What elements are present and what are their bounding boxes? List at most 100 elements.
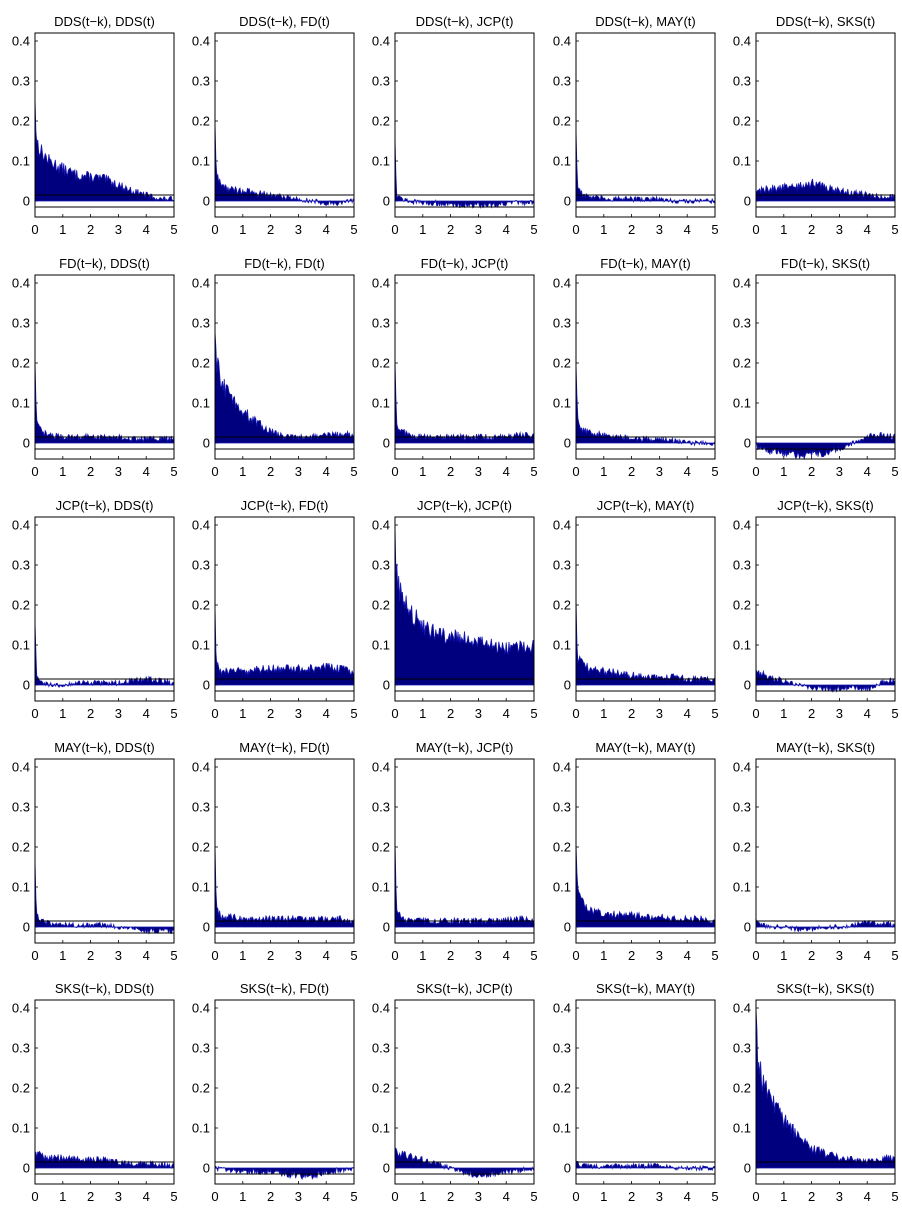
y-tick-label: 0	[203, 678, 210, 693]
plot-frame	[575, 516, 716, 702]
y-tick-label: 0	[383, 436, 390, 451]
x-tick-label: 0	[211, 222, 218, 237]
y-tick-label: 0	[23, 1161, 30, 1176]
y-tick-label: 0.1	[372, 638, 390, 653]
y-tick-label: 0.3	[12, 316, 30, 331]
plot-frame	[34, 274, 175, 460]
y-tick-label: 0.1	[192, 396, 210, 411]
subplot: JCP(t−k), MAY(t) 0.4 0.3 0.2 0.1 00 1 2 3 4 5	[553, 498, 719, 721]
y-tick-label: 0.3	[553, 74, 571, 89]
subplot-title: JCP(t−k), SKS(t)	[777, 498, 873, 513]
y-tick-label: 0.2	[733, 356, 751, 371]
x-tick-label: 4	[323, 706, 330, 721]
x-tick-label: 2	[87, 464, 94, 479]
subplot: SKS(t−k), JCP(t) 0.4 0.3 0.2 0.1 00 1 2 3 4 5	[372, 981, 538, 1204]
y-tick-label: 0.1	[192, 638, 210, 653]
x-tick-label: 5	[711, 1189, 718, 1204]
y-tick-label: 0.2	[12, 840, 30, 855]
x-tick-label: 1	[419, 948, 426, 963]
y-tick-label: 0.4	[553, 760, 571, 775]
x-tick-label: 1	[780, 222, 787, 237]
x-tick-label: 4	[864, 948, 871, 963]
y-tick-label: 0.4	[12, 1001, 30, 1016]
y-tick-label: 0.4	[553, 518, 571, 533]
x-tick-label: 0	[391, 948, 398, 963]
x-tick-label: 1	[600, 1189, 607, 1204]
x-tick-label: 4	[503, 222, 510, 237]
x-tick-label: 1	[600, 464, 607, 479]
x-tick-label: 1	[59, 948, 66, 963]
x-tick-label: 4	[864, 222, 871, 237]
y-tick-label: 0	[564, 436, 571, 451]
subplot: DDS(t−k), FD(t) 0.4 0.3 0.2 0.1 00 1 2 3 4 5	[192, 14, 358, 237]
y-tick-label: 0.1	[372, 880, 390, 895]
x-tick-label: 2	[267, 948, 274, 963]
y-tick-label: 0.2	[733, 840, 751, 855]
subplot: FD(t−k), JCP(t) 0.4 0.3 0.2 0.1 00 1 2 3 4 5	[372, 256, 538, 479]
x-tick-label: 0	[31, 706, 38, 721]
x-tick-label: 5	[350, 1189, 357, 1204]
x-tick-label: 2	[447, 706, 454, 721]
correlation-area	[755, 668, 896, 693]
y-tick-label: 0.4	[733, 34, 751, 49]
x-tick-label: 0	[211, 706, 218, 721]
y-tick-label: 0	[383, 678, 390, 693]
plot-frame	[214, 516, 355, 702]
correlation-area	[755, 178, 896, 202]
x-tick-label: 5	[891, 464, 898, 479]
subplot: SKS(t−k), FD(t) 0.4 0.3 0.2 0.1 00 1 2 3 4 5	[192, 981, 358, 1204]
x-tick-label: 1	[419, 222, 426, 237]
y-tick-label: 0.4	[192, 34, 210, 49]
x-tick-label: 2	[267, 464, 274, 479]
plot-frame	[755, 516, 896, 702]
subplot-title: FD(t−k), FD(t)	[244, 256, 325, 271]
x-tick-label: 4	[323, 948, 330, 963]
y-tick-label: 0.2	[192, 356, 210, 371]
x-tick-label: 5	[530, 464, 537, 479]
x-tick-label: 5	[891, 1189, 898, 1204]
x-tick-label: 1	[239, 1189, 246, 1204]
plot-frame	[575, 32, 716, 218]
x-tick-label: 2	[87, 706, 94, 721]
y-tick-label: 0.4	[553, 1001, 571, 1016]
x-tick-label: 2	[267, 1189, 274, 1204]
x-tick-label: 2	[447, 948, 454, 963]
subplot: FD(t−k), SKS(t) 0.4 0.3 0.2 0.1 00 1 2 3 4 5	[733, 256, 899, 479]
x-tick-label: 5	[350, 948, 357, 963]
x-tick-label: 3	[836, 1189, 843, 1204]
x-tick-label: 0	[211, 464, 218, 479]
x-tick-label: 2	[808, 1189, 815, 1204]
y-tick-label: 0.4	[12, 760, 30, 775]
x-tick-label: 0	[391, 706, 398, 721]
subplot: MAY(t−k), JCP(t) 0.4 0.3 0.2 0.1 00 1 2 3 4 5	[372, 740, 538, 963]
y-tick-label: 0.4	[372, 518, 390, 533]
x-tick-label: 1	[780, 464, 787, 479]
subplot-title: DDS(t−k), MAY(t)	[595, 14, 696, 29]
x-tick-label: 4	[323, 464, 330, 479]
plot-frame	[214, 32, 355, 218]
x-tick-label: 0	[391, 1189, 398, 1204]
y-tick-label: 0.2	[372, 356, 390, 371]
subplot: JCP(t−k), DDS(t) 0.4 0.3 0.2 0.1 00 1 2 3 4 5	[12, 498, 178, 721]
y-tick-label: 0.3	[733, 558, 751, 573]
subplot-title: SKS(t−k), JCP(t)	[416, 981, 512, 996]
y-tick-label: 0.1	[733, 154, 751, 169]
correlation-area	[34, 358, 175, 444]
x-tick-label: 5	[530, 222, 537, 237]
y-tick-label: 0.4	[733, 760, 751, 775]
y-tick-label: 0	[23, 678, 30, 693]
y-tick-label: 0.3	[12, 800, 30, 815]
x-tick-label: 2	[628, 706, 635, 721]
plot-frame	[34, 32, 175, 218]
x-tick-label: 5	[170, 948, 177, 963]
y-tick-label: 0.2	[192, 598, 210, 613]
x-tick-label: 4	[143, 1189, 150, 1204]
x-tick-label: 1	[59, 1189, 66, 1204]
x-tick-label: 0	[391, 464, 398, 479]
y-tick-label: 0.3	[192, 74, 210, 89]
subplot-title: FD(t−k), SKS(t)	[781, 256, 870, 271]
subplot-title: MAY(t−k), SKS(t)	[776, 740, 875, 755]
subplot-title: SKS(t−k), SKS(t)	[777, 981, 875, 996]
y-tick-label: 0.3	[553, 800, 571, 815]
x-tick-label: 0	[31, 1189, 38, 1204]
